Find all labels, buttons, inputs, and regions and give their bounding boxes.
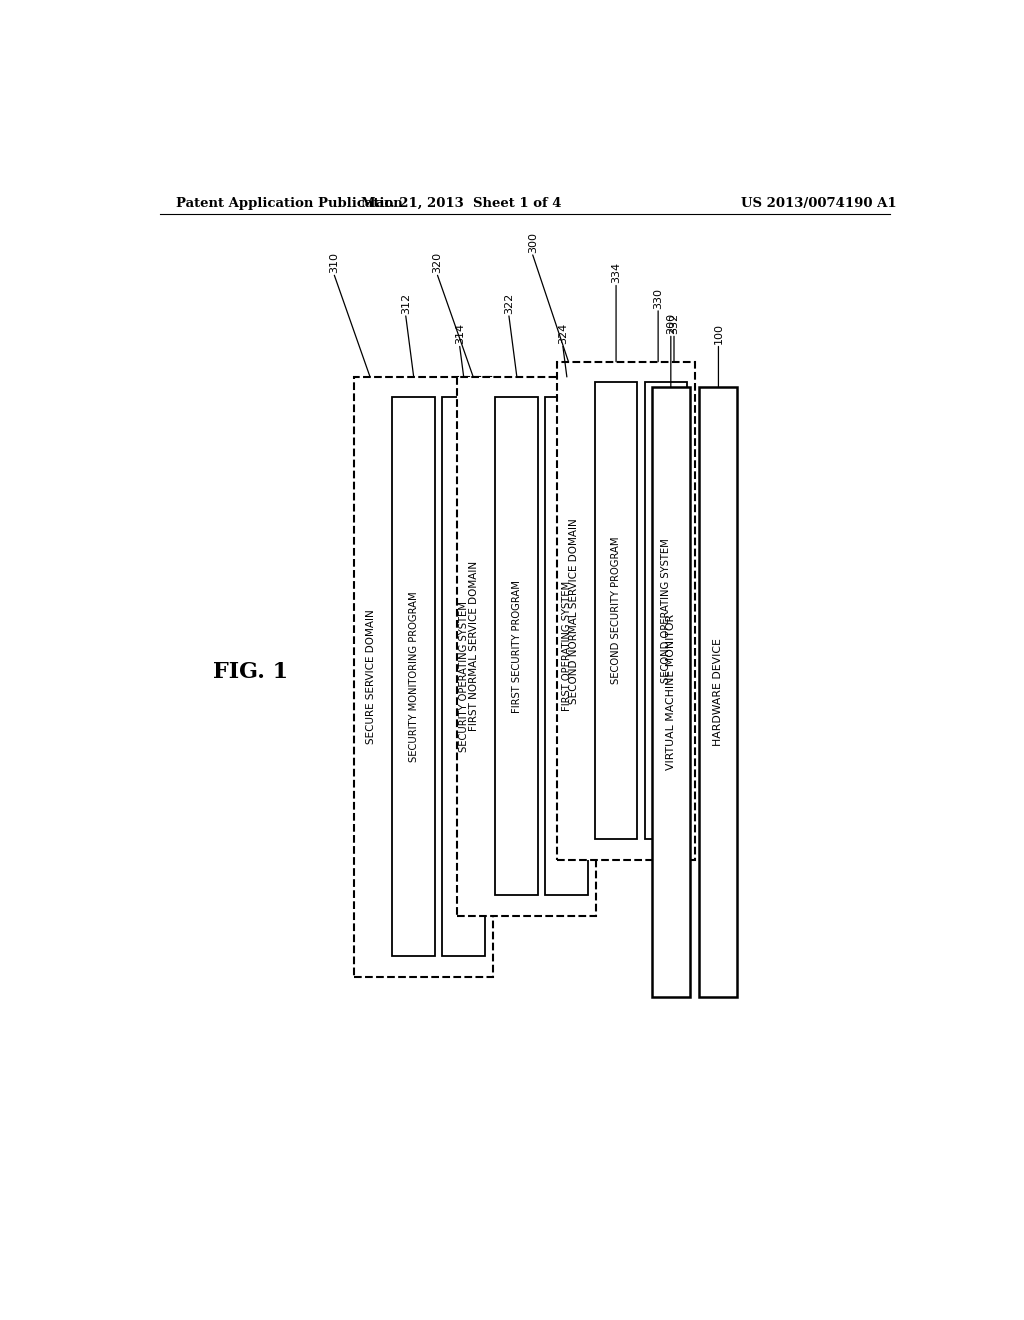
Bar xyxy=(645,381,687,840)
Text: SECURITY MONITORING PROGRAM: SECURITY MONITORING PROGRAM xyxy=(409,591,419,762)
Text: 330: 330 xyxy=(653,288,664,309)
Bar xyxy=(652,387,690,997)
Text: 312: 312 xyxy=(400,293,411,314)
Text: SECURITY OPERATING SYSTEM: SECURITY OPERATING SYSTEM xyxy=(459,602,469,752)
Bar xyxy=(546,397,589,895)
Text: 324: 324 xyxy=(558,323,568,345)
Text: SECOND SECURITY PROGRAM: SECOND SECURITY PROGRAM xyxy=(611,537,622,685)
Text: 332: 332 xyxy=(669,313,679,334)
Text: Mar. 21, 2013  Sheet 1 of 4: Mar. 21, 2013 Sheet 1 of 4 xyxy=(361,197,561,210)
Text: 322: 322 xyxy=(504,293,514,314)
Text: 100: 100 xyxy=(714,323,723,345)
Text: HARDWARE DEVICE: HARDWARE DEVICE xyxy=(714,638,723,746)
Bar xyxy=(392,397,435,956)
Bar xyxy=(442,397,485,956)
Text: SECOND NORMAL SERVICE DOMAIN: SECOND NORMAL SERVICE DOMAIN xyxy=(568,517,579,704)
Bar xyxy=(699,387,737,997)
Bar xyxy=(354,378,494,977)
Text: FIG. 1: FIG. 1 xyxy=(213,661,289,682)
Bar xyxy=(458,378,596,916)
Text: 200: 200 xyxy=(666,313,676,334)
Text: SECURE SERVICE DOMAIN: SECURE SERVICE DOMAIN xyxy=(367,610,376,744)
Text: Patent Application Publication: Patent Application Publication xyxy=(176,197,402,210)
Bar xyxy=(595,381,638,840)
Text: US 2013/0074190 A1: US 2013/0074190 A1 xyxy=(740,197,896,210)
Text: FIRST OPERATING SYSTEM: FIRST OPERATING SYSTEM xyxy=(562,581,571,711)
Text: VIRTUAL MACHINE MONITOR: VIRTUAL MACHINE MONITOR xyxy=(666,614,676,770)
Text: 314: 314 xyxy=(455,323,465,345)
Text: 334: 334 xyxy=(611,263,622,284)
Text: FIRST NORMAL SERVICE DOMAIN: FIRST NORMAL SERVICE DOMAIN xyxy=(469,561,479,731)
Bar xyxy=(496,397,539,895)
Text: 310: 310 xyxy=(330,252,339,273)
Text: SECOND OPERATING SYSTEM: SECOND OPERATING SYSTEM xyxy=(662,539,671,682)
Text: FIRST SECURITY PROGRAM: FIRST SECURITY PROGRAM xyxy=(512,579,522,713)
Text: 320: 320 xyxy=(432,252,442,273)
Text: 300: 300 xyxy=(527,232,538,253)
Bar xyxy=(557,362,695,859)
